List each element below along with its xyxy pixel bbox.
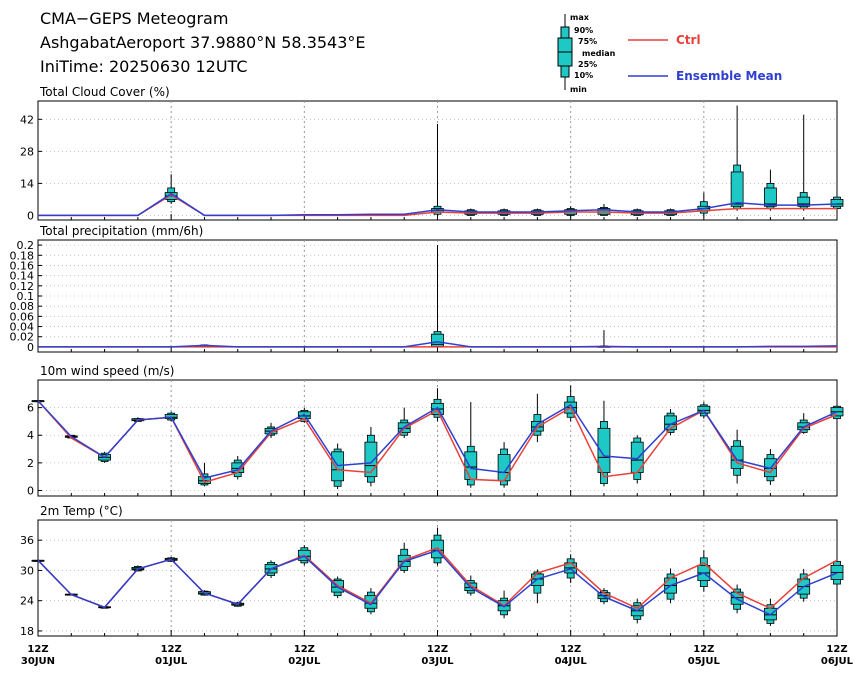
y-tick-label: 0.1 [17,290,35,303]
x-tick-date: 04JUL [555,656,588,667]
y-tick-label: 0.08 [10,300,35,313]
box-102 [597,330,611,348]
y-tick-label: 0 [27,209,34,222]
y-tick-label: 24 [20,595,34,608]
box-120 [697,192,711,216]
panel-title: Total Cloud Cover (%) [39,85,170,99]
box-72 [431,245,444,348]
box-iqr [764,187,777,207]
y-tick-label: 0.12 [10,280,35,293]
y-tick-label: 4 [27,429,34,442]
panel-4: 2m Temp (°C) 18 24 30 36 [20,504,844,638]
init-time: IniTime: 20250630 12UTC [40,57,248,76]
y-tick-label: 36 [20,534,34,547]
x-tick-hour: 12Z [27,644,48,655]
box-iqr [830,199,844,207]
box-72 [431,527,444,566]
legend-label-min: min [570,85,587,94]
x-axis-labels: 12Z30JUN12Z01JUL12Z02JUL12Z03JUL12Z04JUL… [21,644,854,667]
panel-title: Total precipitation (mm/6h) [39,224,203,238]
ctrl-line [38,193,837,217]
legend-label-p25: 25% [578,60,597,69]
y-tick-label: 0 [27,484,34,497]
box-138 [797,413,811,434]
mean-line [37,400,838,479]
y-tick-label: 42 [20,113,34,126]
y-tick-label: 30 [20,564,34,577]
legend-ctrl-label: Ctrl [676,33,701,47]
y-tick-label: 28 [20,145,34,158]
x-tick-date: 05JUL [688,656,721,667]
x-tick-hour: 12Z [560,644,581,655]
box-iqr [730,445,744,469]
x-tick-hour: 12Z [161,644,182,655]
x-tick-date: 30JUN [21,656,55,667]
legend-label-p10: 10% [574,71,593,80]
x-tick-date: 01JUL [155,656,188,667]
panel-1: Total Cloud Cover (%) 0 14 28 42 [20,85,844,222]
y-tick-label: 18 [20,625,34,638]
x-tick-date: 02JUL [288,656,321,667]
box-iqr [730,171,744,207]
x-tick-hour: 12Z [826,644,847,655]
x-tick-hour: 12Z [294,644,315,655]
mean-line [38,341,838,348]
legend-label-p75: 75% [578,37,597,46]
box-126 [730,105,744,211]
legend-label-max: max [570,13,590,22]
box-72 [431,123,444,216]
y-tick-label: 0.14 [10,270,35,283]
x-tick-hour: 12Z [427,644,448,655]
box-78 [464,402,478,488]
box-132 [764,169,777,211]
panel-2: Total precipitation (mm/6h) 00.020.040.06… [10,224,838,354]
box-120 [697,550,711,592]
legend: max 90% 75% median 25% 10% min Ctrl Ense… [557,13,782,94]
boxes [164,105,844,216]
box-iqr [464,451,478,480]
box-90 [530,569,544,604]
station-location: AshgabatAeroport 37.9880°N 58.3543°E [40,33,366,52]
panel-title: 10m wind speed (m/s) [40,364,174,378]
y-tick-label: 0 [27,341,34,354]
y-tick-label: 2 [27,457,34,470]
box-iqr [730,591,744,605]
box-144 [830,187,844,211]
y-tick-label: 0.2 [17,239,35,252]
box-144 [830,402,844,422]
x-tick-hour: 12Z [693,644,714,655]
mean-line [38,192,838,217]
y-tick-label: 6 [27,402,34,415]
panel-title: 2m Temp (°C) [40,504,123,518]
box-144 [830,556,844,589]
mean-line [37,549,838,616]
y-tick-label: 14 [20,177,34,190]
y-tick-label: 0.02 [10,331,35,344]
legend-label-median: median [582,49,616,58]
box-iqr [797,196,811,207]
panel-3: 10m wind speed (m/s) 0 2 4 6 [27,364,844,497]
x-tick-date: 06JUL [821,656,854,667]
y-tick-label: 0.16 [10,259,35,272]
box-60 [364,426,378,487]
y-tick-label: 0.18 [10,249,35,262]
figure-title: CMA−GEPS Meteogram [40,9,228,28]
box-102 [597,400,611,487]
box-66 [397,542,411,573]
boxes [198,245,611,348]
box-iqr [597,427,611,473]
legend-mean-label: Ensemble Mean [676,69,782,83]
y-tick-label: 0.06 [10,310,35,323]
y-tick-label: 0.04 [10,321,35,334]
box-138 [797,114,811,211]
x-tick-date: 03JUL [421,656,454,667]
legend-box-glyph [557,14,573,90]
box-24 [164,174,178,204]
legend-label-p90: 90% [574,26,593,35]
